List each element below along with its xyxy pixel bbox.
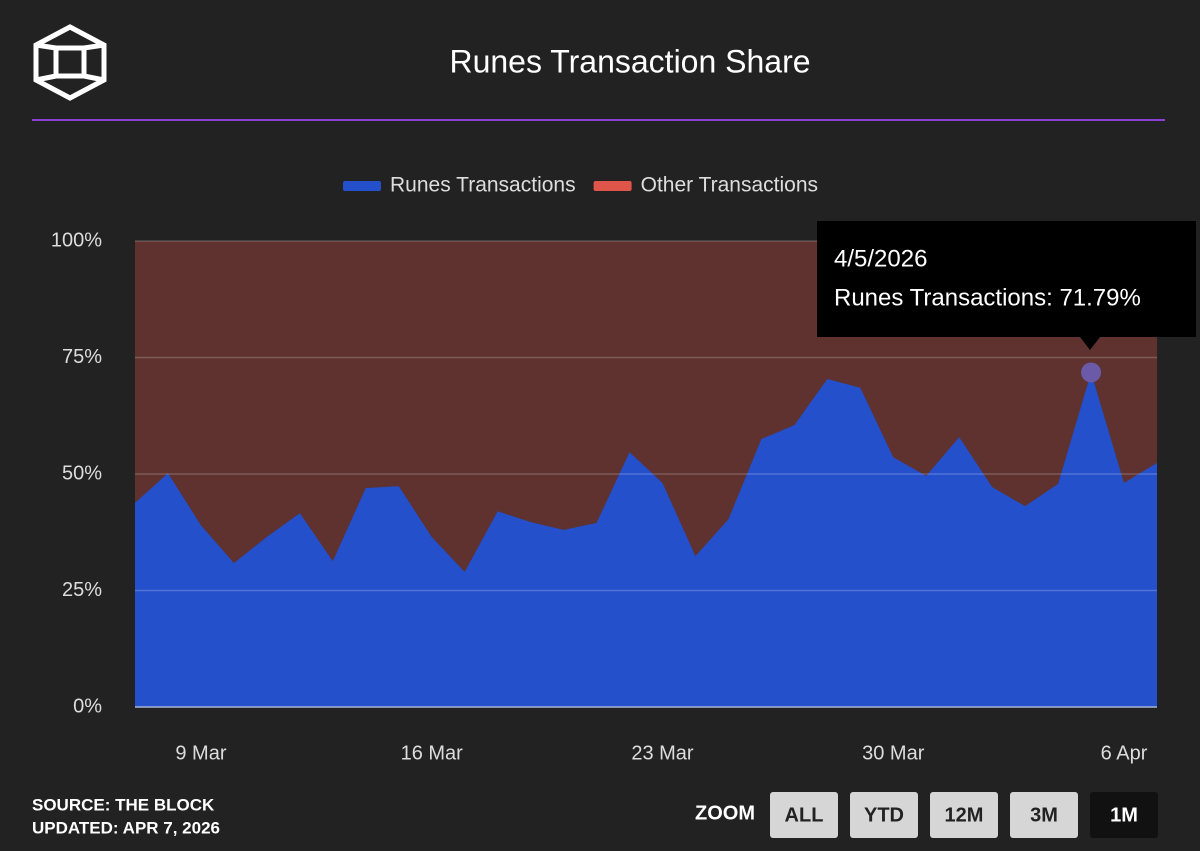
y-tick-label: 100% (51, 229, 102, 251)
area (135, 372, 1157, 707)
zoom-label: ZOOM (695, 802, 755, 824)
x-tick-label: 30 Mar (862, 742, 925, 764)
legend-label: Other Transactions (641, 174, 818, 197)
x-tick-label: 6 Apr (1101, 742, 1148, 764)
tooltip-arrow (1080, 337, 1100, 350)
logo (33, 24, 107, 101)
tooltip-text: Runes Transactions: 71.79% (834, 284, 1141, 311)
zoom-button-label[interactable]: ALL (785, 804, 824, 826)
tooltip: 4/5/2026 Runes Transactions: 71.79% (817, 221, 1196, 350)
y-tick-label: 0% (73, 695, 102, 717)
legend: Runes Transactions Other Transactions (343, 174, 818, 197)
legend-label: Runes Transactions (390, 174, 576, 197)
y-tick-label: 50% (62, 462, 102, 484)
zoom-button[interactable]: 3M (1010, 792, 1078, 838)
zoom-button-bg[interactable] (850, 792, 918, 838)
updated: UPDATED: APR 7, 2026 (32, 818, 220, 837)
zoom-button-label[interactable]: 12M (945, 804, 984, 826)
zoom-button-bg[interactable] (1090, 792, 1158, 838)
zoom-button-bg[interactable] (770, 792, 838, 838)
chart-title: Runes Transaction Share (449, 43, 810, 79)
y-tick-label: 25% (62, 579, 102, 601)
zoom-button-label[interactable]: YTD (864, 804, 904, 826)
source: SOURCE: THE BLOCK (32, 795, 215, 814)
zoom-button-label[interactable]: 1M (1110, 804, 1138, 826)
x-tick-label: 16 Mar (401, 742, 464, 764)
zoom-button[interactable]: 1M (1090, 792, 1158, 838)
zoom-button-bg[interactable] (930, 792, 998, 838)
hover-point (1081, 362, 1102, 383)
zoom-button[interactable]: 12M (930, 792, 998, 838)
zoom-button-label[interactable]: 3M (1030, 804, 1058, 826)
legend-swatch (343, 181, 381, 191)
zoom-button-bg[interactable] (1010, 792, 1078, 838)
x-tick-label: 23 Mar (631, 742, 694, 764)
legend-swatch (593, 181, 632, 191)
tooltip-box (817, 221, 1196, 337)
zoom-button[interactable]: YTD (850, 792, 918, 838)
x-tick-label: 9 Mar (175, 742, 226, 764)
tooltip-date: 4/5/2026 (834, 245, 927, 272)
zoom-button[interactable]: ALL (770, 792, 838, 838)
y-tick-label: 75% (62, 346, 102, 368)
